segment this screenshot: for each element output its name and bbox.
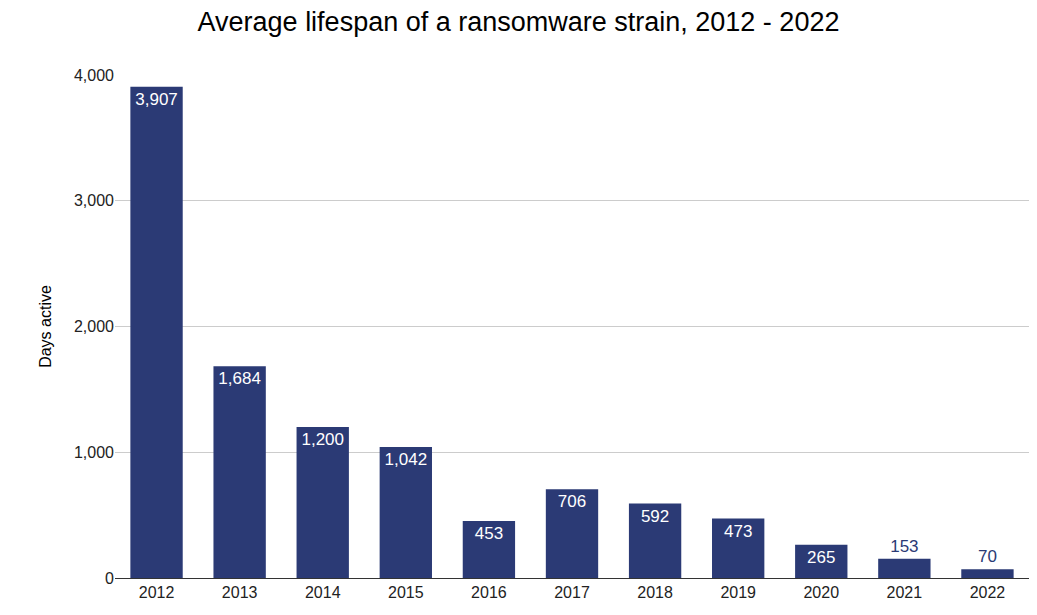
svg-text:2016: 2016	[471, 584, 507, 601]
svg-text:Days active: Days active	[37, 285, 54, 368]
svg-text:2021: 2021	[887, 584, 923, 601]
svg-text:453: 453	[475, 524, 503, 543]
svg-text:1,042: 1,042	[385, 450, 428, 469]
svg-text:2022: 2022	[970, 584, 1006, 601]
svg-text:2014: 2014	[305, 584, 341, 601]
svg-text:2020: 2020	[803, 584, 839, 601]
svg-text:2018: 2018	[637, 584, 673, 601]
svg-text:2017: 2017	[554, 584, 590, 601]
svg-text:2019: 2019	[720, 584, 756, 601]
svg-text:473: 473	[724, 522, 752, 541]
svg-text:2012: 2012	[139, 584, 175, 601]
svg-text:0: 0	[105, 570, 114, 587]
svg-text:153: 153	[890, 537, 918, 556]
svg-text:2015: 2015	[388, 584, 424, 601]
svg-text:70: 70	[978, 547, 997, 566]
svg-text:265: 265	[807, 548, 835, 567]
svg-text:1,000: 1,000	[74, 444, 114, 461]
svg-text:2,000: 2,000	[74, 318, 114, 335]
svg-text:2013: 2013	[222, 584, 258, 601]
svg-text:1,200: 1,200	[301, 430, 344, 449]
svg-text:706: 706	[558, 492, 586, 511]
svg-text:592: 592	[641, 507, 669, 526]
svg-text:Average lifespan of a ransomwa: Average lifespan of a ransomware strain,…	[198, 7, 840, 37]
svg-text:4,000: 4,000	[74, 67, 114, 84]
svg-text:1,684: 1,684	[218, 369, 261, 388]
svg-text:3,000: 3,000	[74, 192, 114, 209]
svg-text:3,907: 3,907	[135, 90, 178, 109]
